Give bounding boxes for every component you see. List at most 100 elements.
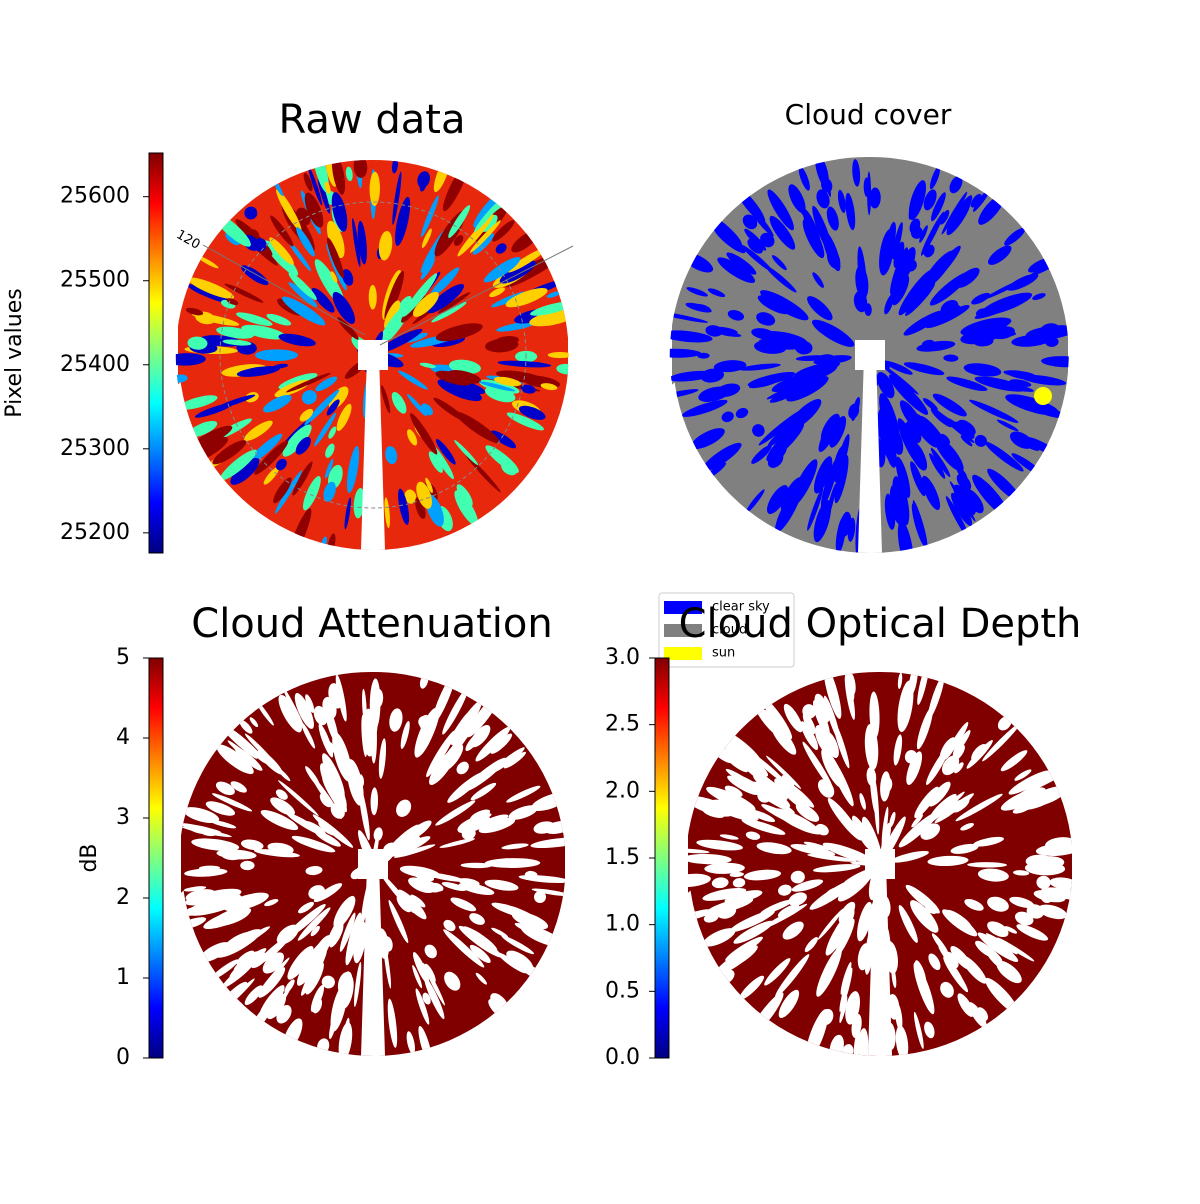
image-texture [429,267,460,299]
colorbar-label: dB [77,843,102,872]
image-texture [669,348,702,358]
image-texture [184,868,228,877]
image-texture [407,429,418,446]
image-texture [823,671,842,719]
image-texture [827,798,862,841]
image-texture [262,952,284,974]
image-texture [456,484,473,507]
legend-swatch [664,647,702,660]
colorbar [148,657,164,1059]
image-texture [879,362,919,395]
image-texture [729,872,744,878]
image-texture [292,461,313,496]
image-texture [225,939,243,954]
image-texture [755,705,780,736]
image-texture [955,195,973,221]
image-texture [790,844,836,857]
image-texture [310,935,332,966]
image-texture [333,895,356,929]
image-texture [757,295,790,315]
image-texture [396,835,421,852]
image-texture [756,842,792,855]
image-texture [903,362,945,376]
image-texture [934,436,964,472]
image-texture [501,935,535,955]
image-texture [729,910,775,933]
colorbar-tick-label: 5 [116,645,130,670]
image-texture [457,214,494,257]
image-texture [410,413,438,455]
image-texture [264,899,279,907]
image-texture [531,888,566,897]
image-texture [909,218,921,234]
image-texture [325,443,335,458]
image-texture [278,333,316,347]
image-texture [1026,904,1044,919]
image-texture [914,786,939,819]
image-texture [331,192,348,232]
image-texture [469,913,485,925]
image-texture [1000,787,1046,811]
image-texture [969,399,1019,423]
image-texture [1000,750,1028,772]
image-texture [357,220,367,265]
image-texture [929,453,946,479]
image-texture [326,237,344,279]
image-texture [909,440,928,471]
image-texture [802,741,833,789]
image-texture [296,227,315,257]
image-texture [305,694,315,713]
image-texture [910,461,926,497]
image-texture [1041,356,1069,368]
image-texture [491,927,509,938]
image-texture [754,340,787,354]
image-texture [216,849,257,860]
image-texture [500,906,523,916]
image-texture [769,215,796,250]
image-texture [727,775,759,796]
image-texture [977,868,1009,882]
image-texture [435,438,456,465]
image-texture [332,732,352,782]
colorbar [148,152,164,554]
image-texture [212,440,247,465]
image-texture [822,842,873,863]
image-texture [971,292,990,305]
image-texture [321,975,335,989]
image-texture [370,787,379,816]
image-texture [304,389,340,426]
image-texture [317,177,330,214]
image-texture [939,737,957,761]
image-texture [230,457,260,485]
image-texture [345,912,362,966]
image-texture [546,291,561,298]
image-texture [182,826,232,838]
image-texture [345,166,353,182]
image-texture [897,672,903,690]
image-texture [669,370,714,382]
image-texture [783,703,803,733]
image-texture [813,864,861,873]
image-texture [520,384,536,394]
image-texture [960,435,973,447]
image-texture [556,363,569,375]
image-texture [419,178,427,192]
image-texture [185,889,216,903]
image-texture [475,726,511,762]
image-texture [891,850,929,863]
image-texture [297,907,331,941]
image-texture [407,393,427,417]
image-texture [954,762,964,774]
image-texture [478,381,516,392]
image-texture [951,797,970,813]
image-texture [685,853,732,865]
image-texture [816,189,830,209]
image-texture [530,837,566,849]
image-texture [945,496,971,541]
image-texture [840,511,852,537]
image-texture [725,768,757,789]
image-texture [448,205,471,238]
image-texture [869,761,877,814]
image-texture [331,159,346,195]
image-texture [396,799,412,817]
